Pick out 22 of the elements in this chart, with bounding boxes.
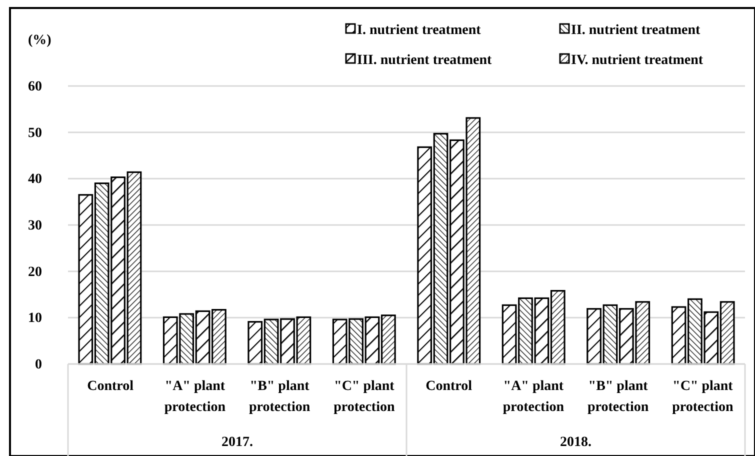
legend-label: II. nutrient treatment xyxy=(571,23,701,38)
x-tick-label: Control xyxy=(426,379,472,394)
x-tick-label: "A" plant protection xyxy=(164,379,226,415)
y-axis-title: (%) xyxy=(28,33,52,48)
y-tick-label: 40 xyxy=(28,172,42,188)
y-tick-label: 50 xyxy=(28,126,42,141)
y-tick-label: 60 xyxy=(28,79,42,94)
legend-label: III. nutrient treatment xyxy=(357,53,492,68)
x-tick-label: "B" plant protection xyxy=(248,379,310,415)
x-tick-label: "A" plant protection xyxy=(502,379,564,415)
y-tick-label: 20 xyxy=(28,264,42,280)
x-tick-label: "B" plant protection xyxy=(587,379,649,415)
y-tick-label: 10 xyxy=(28,311,42,326)
text: 2017. xyxy=(222,435,253,450)
legend-label: IV. nutrient treatment xyxy=(571,53,704,68)
text: 2018. xyxy=(560,435,592,450)
x-tick-label: Control xyxy=(87,379,134,394)
y-tick-label: 0 xyxy=(35,357,42,372)
x-tick-label: "C" plant protection xyxy=(334,379,395,415)
y-tick-label: 30 xyxy=(28,218,42,234)
legend-label: I. nutrient treatment xyxy=(357,23,482,38)
x-tick-label: "C" plant protection xyxy=(672,379,734,415)
